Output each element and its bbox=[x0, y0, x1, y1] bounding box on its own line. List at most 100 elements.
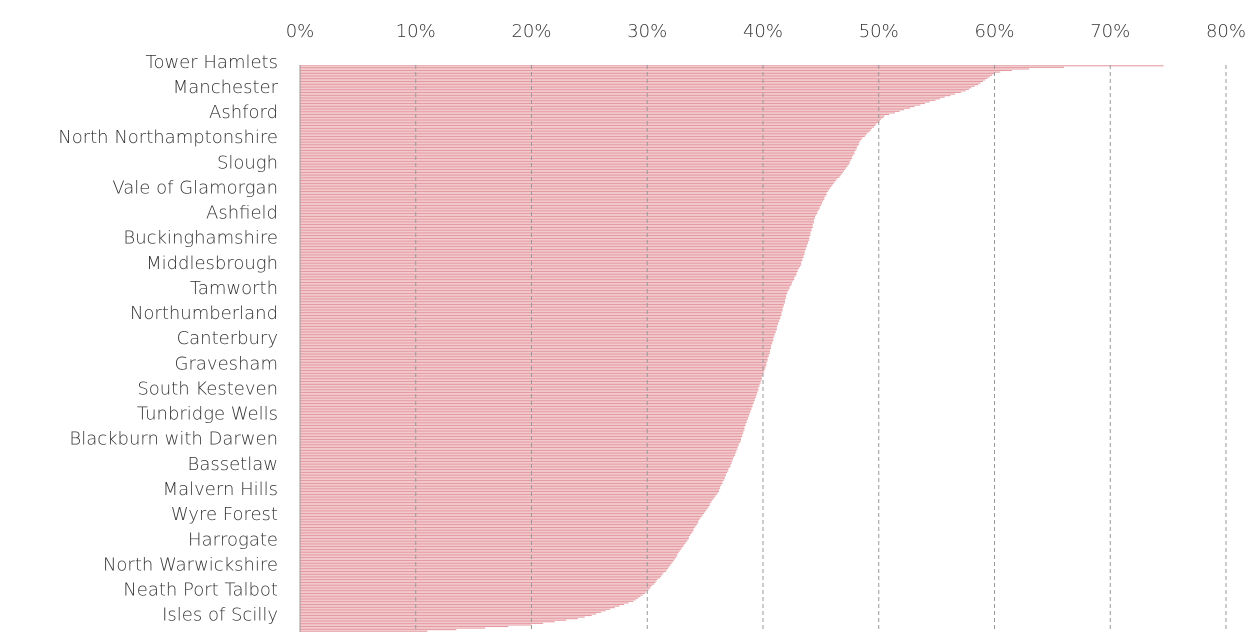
y-tick-label: South Kesteven bbox=[137, 378, 278, 399]
bar bbox=[300, 255, 804, 257]
bar bbox=[300, 194, 827, 196]
bar bbox=[300, 272, 797, 274]
bar bbox=[300, 530, 694, 532]
bar bbox=[300, 574, 663, 576]
bar bbox=[300, 527, 695, 529]
bar bbox=[300, 541, 687, 543]
bar bbox=[300, 102, 926, 105]
bar bbox=[300, 545, 684, 547]
bar bbox=[300, 327, 777, 329]
bar bbox=[300, 220, 814, 222]
bar bbox=[300, 90, 966, 92]
bar bbox=[300, 432, 744, 434]
bar bbox=[300, 443, 739, 445]
bar bbox=[300, 278, 795, 280]
bar bbox=[300, 162, 850, 164]
bar bbox=[300, 355, 769, 357]
bar bbox=[300, 451, 737, 453]
bar bbox=[300, 611, 601, 613]
bar bbox=[300, 600, 634, 602]
bar bbox=[300, 139, 862, 141]
bar bbox=[300, 228, 812, 230]
bar bbox=[300, 126, 875, 128]
bar bbox=[300, 404, 753, 406]
x-tick-label: 30% bbox=[627, 21, 667, 42]
bar bbox=[300, 181, 835, 183]
bar bbox=[300, 559, 674, 562]
bar bbox=[300, 548, 681, 551]
bar bbox=[300, 101, 930, 103]
bar bbox=[300, 200, 824, 202]
bar bbox=[300, 446, 738, 448]
bar bbox=[300, 464, 731, 466]
bar bbox=[300, 91, 961, 94]
bar bbox=[300, 608, 611, 610]
bar bbox=[300, 415, 750, 417]
bar bbox=[300, 489, 720, 491]
y-tick-label: Gravesham bbox=[175, 353, 278, 374]
bar bbox=[300, 74, 993, 76]
bar bbox=[300, 575, 662, 577]
bar bbox=[300, 283, 792, 285]
y-tick-label: Vale of Glamorgan bbox=[112, 177, 278, 198]
bar bbox=[300, 231, 811, 233]
bar bbox=[300, 129, 871, 131]
bar bbox=[300, 500, 713, 502]
bar bbox=[300, 217, 816, 219]
bar bbox=[300, 172, 843, 174]
bar bbox=[300, 520, 699, 522]
bar bbox=[300, 302, 785, 304]
bar bbox=[300, 292, 788, 295]
bar bbox=[300, 603, 625, 606]
bar bbox=[300, 396, 757, 398]
bar bbox=[300, 402, 754, 405]
bar bbox=[300, 503, 710, 505]
bar bbox=[300, 179, 836, 181]
bar bbox=[300, 426, 745, 428]
bar bbox=[300, 387, 759, 389]
bar bbox=[300, 406, 753, 408]
bar bbox=[300, 76, 990, 78]
bar bbox=[300, 616, 585, 618]
y-tick-label: Northumberland bbox=[130, 303, 278, 324]
bar bbox=[300, 244, 807, 246]
bar bbox=[300, 418, 748, 420]
bar bbox=[300, 442, 740, 444]
bar bbox=[300, 577, 660, 579]
bar bbox=[300, 561, 673, 563]
bar bbox=[300, 421, 747, 423]
bar bbox=[300, 205, 821, 207]
bar bbox=[300, 509, 707, 511]
bar bbox=[300, 479, 724, 481]
bar bbox=[300, 104, 921, 106]
y-tick-label: Isles of Scilly bbox=[162, 605, 278, 626]
bar bbox=[300, 256, 804, 258]
bar bbox=[300, 534, 691, 536]
bar bbox=[300, 296, 787, 298]
bar bbox=[300, 630, 428, 632]
bar bbox=[300, 399, 755, 401]
bar bbox=[300, 354, 769, 356]
bar bbox=[300, 591, 647, 593]
bar bbox=[300, 570, 666, 573]
x-tick-label: 0% bbox=[286, 21, 315, 42]
bar bbox=[300, 508, 708, 510]
bar bbox=[300, 234, 811, 236]
bar bbox=[300, 318, 781, 320]
bar bbox=[300, 88, 970, 90]
bar bbox=[300, 516, 702, 518]
bar bbox=[300, 121, 879, 123]
bar bbox=[300, 329, 777, 331]
bar bbox=[300, 486, 721, 488]
y-tick-label: Tunbridge Wells bbox=[137, 404, 278, 425]
bar bbox=[300, 347, 772, 350]
bar bbox=[300, 316, 781, 318]
bar bbox=[300, 605, 620, 607]
bar bbox=[300, 586, 651, 588]
bar bbox=[300, 597, 638, 599]
bar bbox=[300, 456, 735, 458]
bar bbox=[300, 223, 813, 225]
bar bbox=[300, 250, 805, 252]
bar bbox=[300, 539, 688, 541]
bar bbox=[300, 241, 809, 243]
